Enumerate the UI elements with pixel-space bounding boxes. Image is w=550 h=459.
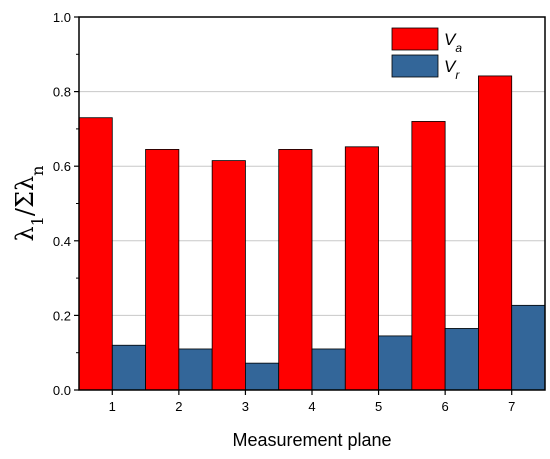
x-tick-label: 1 xyxy=(109,399,116,414)
x-axis-title: Measurement plane xyxy=(232,430,391,450)
bar-va-1 xyxy=(78,117,113,391)
bar-va-7 xyxy=(478,75,513,391)
bar-va-3 xyxy=(211,160,246,391)
y-tick-label: 0.0 xyxy=(53,383,71,398)
bar-vr-6 xyxy=(444,328,479,391)
y-axis-title-lambda: λ xyxy=(11,226,39,241)
legend-swatch-va xyxy=(391,27,439,51)
y-axis-title: λ1/Σλn xyxy=(11,166,47,242)
x-tick-label: 5 xyxy=(375,399,382,414)
y-tick-label: 0.2 xyxy=(53,308,71,323)
bar-vr-1 xyxy=(111,344,146,391)
y-tick-label: 0.8 xyxy=(53,85,71,100)
x-axis: 1 2 3 4 5 6 7 xyxy=(109,390,515,414)
legend-label-va: Va xyxy=(444,30,462,55)
legend-swatch-vr xyxy=(391,54,439,78)
bar-vr-7 xyxy=(511,304,546,391)
y-tick-label: 0.6 xyxy=(53,159,71,174)
bar-vr-4 xyxy=(311,348,346,391)
y-tick-label: 1.0 xyxy=(53,10,71,25)
x-tick-label: 4 xyxy=(308,399,315,414)
bar-vr-2 xyxy=(178,348,213,391)
bar-va-6 xyxy=(411,121,446,391)
y-axis: 0.0 0.2 0.4 0.6 0.8 1.0 xyxy=(53,10,79,398)
bar-va-2 xyxy=(145,149,180,391)
bar-va-4 xyxy=(278,149,313,391)
bar-vr-3 xyxy=(245,362,280,391)
bars xyxy=(78,75,546,391)
x-tick-label: 2 xyxy=(175,399,182,414)
x-tick-label: 3 xyxy=(242,399,249,414)
legend-label-vr: Vr xyxy=(444,57,460,82)
y-axis-title-mid: /Σλ xyxy=(11,176,39,216)
y-axis-title-sub1: 1 xyxy=(28,216,47,226)
y-tick-label: 0.4 xyxy=(53,234,71,249)
y-axis-title-sub2: n xyxy=(28,166,47,176)
bar-vr-5 xyxy=(378,335,413,391)
legend: Va Vr xyxy=(391,27,462,82)
bar-va-5 xyxy=(344,146,379,391)
x-tick-label: 7 xyxy=(508,399,515,414)
x-tick-label: 6 xyxy=(442,399,449,414)
